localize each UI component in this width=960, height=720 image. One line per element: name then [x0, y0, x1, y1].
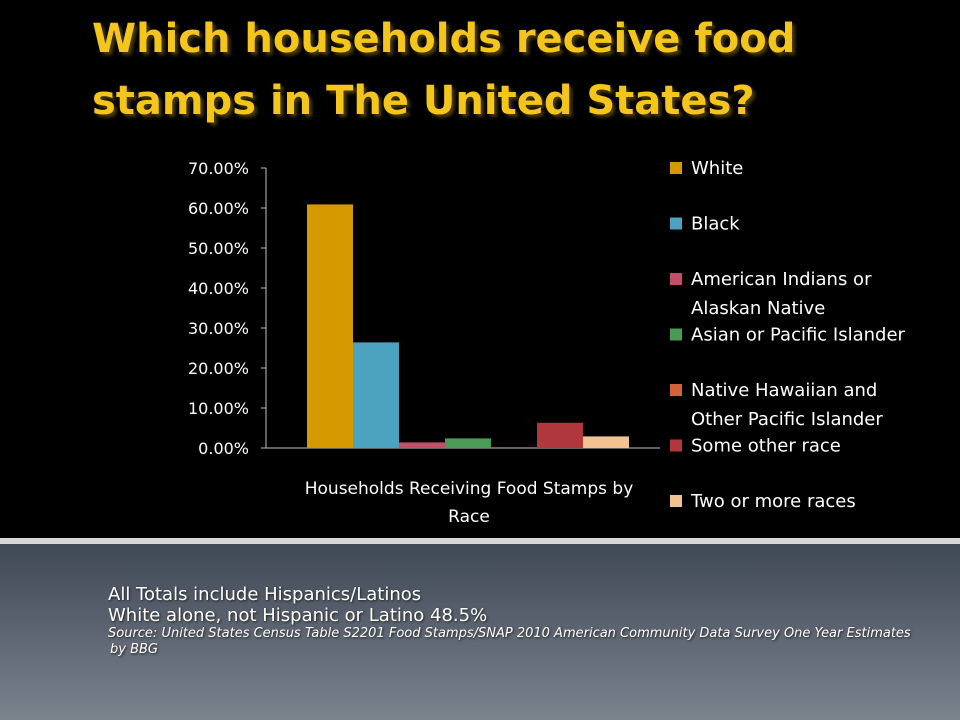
bar-black: [353, 342, 399, 448]
legend-item: Native Hawaiian and Other Pacific Islande…: [670, 380, 883, 430]
note-source: Source: United States Census Table S2201…: [108, 626, 911, 641]
y-tick-label: 10.00%: [188, 399, 249, 418]
bar-some-other-race: [537, 422, 583, 448]
legend-item: Asian or Pacific Islander: [670, 325, 906, 346]
slide-divider: [0, 538, 960, 544]
legend-swatch: [670, 495, 682, 507]
legend-swatch: [670, 439, 682, 452]
legend-label: Other Pacific Islander: [691, 409, 883, 430]
x-category-label: Households Receiving Food Stamps by: [305, 479, 634, 499]
legend-item: Black: [670, 214, 740, 235]
bar-two-or-more-races: [583, 436, 629, 448]
y-tick-label: 30.00%: [188, 319, 249, 338]
note-white-alone: White alone, not Hispanic or Latino 48.5…: [108, 605, 488, 626]
legend: White Black American Indians or Alaskan Nat…: [670, 158, 906, 512]
legend-item: American Indians or Alaskan Native: [670, 269, 872, 319]
legend-label: Some other race: [691, 436, 841, 457]
bars: [307, 204, 629, 448]
legend-label: American Indians or: [691, 269, 872, 290]
legend-swatch: [670, 384, 682, 396]
legend-label: Asian or Pacific Islander: [691, 325, 906, 346]
bar-native-hawaiian-and-other-pacific-islander: [491, 447, 537, 448]
legend-swatch: [670, 273, 682, 285]
legend-label: Native Hawaiian and: [691, 380, 877, 401]
y-tick-label: 50.00%: [188, 239, 249, 258]
legend-item: Some other race: [670, 436, 841, 457]
legend-item: White: [670, 158, 743, 179]
legend-label: Two or more races: [690, 491, 856, 512]
y-tick-label: 60.00%: [188, 199, 249, 218]
bar-american-indians-or-alaskan-native: [399, 442, 445, 448]
y-tick-label: 70.00%: [188, 159, 249, 178]
note-byline: by BBG: [110, 642, 158, 657]
y-tick-label: 0.00%: [198, 439, 249, 458]
legend-swatch: [670, 217, 682, 230]
legend-swatch: [670, 328, 682, 341]
y-tick-label: 40.00%: [188, 279, 249, 298]
x-category-label: Race: [448, 507, 490, 527]
note-hispanic-totals: All Totals include Hispanics/Latinos: [108, 584, 422, 605]
legend-swatch: [670, 162, 682, 174]
bar-white: [307, 204, 353, 448]
bar-asian-or-pacific-islander: [445, 438, 491, 448]
legend-item: Two or more races: [670, 491, 856, 512]
y-tick-label: 20.00%: [188, 359, 249, 378]
x-axis-label: Households Receiving Food Stamps by Race: [305, 479, 634, 527]
notes-text: All Totals include Hispanics/Latinos Whi…: [108, 584, 928, 658]
slide-title: Which households receive food stamps in …: [92, 16, 796, 124]
legend-label: White: [691, 158, 743, 179]
y-axis: 0.00% 10.00% 20.00% 30.00% 40.00% 50.00% 60.00…: [188, 159, 660, 458]
slide-top-panel: Which households receive food stamps in …: [92, 16, 906, 527]
legend-label: Black: [691, 214, 740, 235]
bar-chart: 0.00% 10.00% 20.00% 30.00% 40.00% 50.00% 60.00…: [188, 158, 906, 527]
slide-notes-panel: All Totals include Hispanics/Latinos Whi…: [0, 544, 960, 720]
legend-label: Alaskan Native: [691, 298, 825, 319]
